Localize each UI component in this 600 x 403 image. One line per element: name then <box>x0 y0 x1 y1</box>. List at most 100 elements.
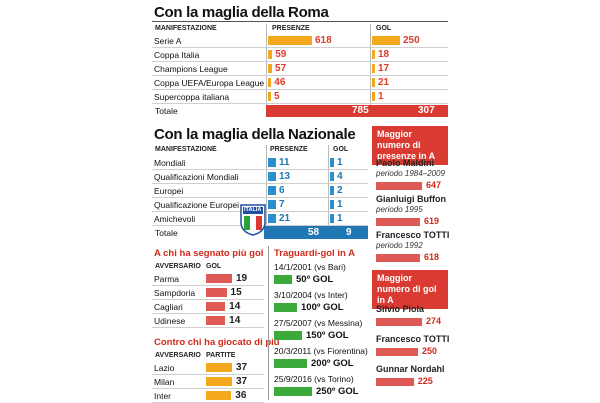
italia-badge-text: ITALIA <box>244 207 262 213</box>
scored-header-opponent: AVVERSARIO <box>155 263 201 270</box>
naz-row-label: Amichevoli <box>154 214 196 224</box>
roma-apps-value: 618 <box>315 35 332 46</box>
most-goals-title: Maggior numero di gol in A <box>372 270 448 309</box>
naz-total-bar <box>264 226 368 239</box>
most-apps-value: 647 <box>426 180 442 190</box>
roma-goals-value: 17 <box>378 63 390 74</box>
naz-col-divider-1 <box>266 145 267 235</box>
naz-goals-value: 1 <box>337 157 343 168</box>
most-goals-bar <box>376 348 418 356</box>
played-row-label: Milan <box>154 377 175 387</box>
milestones-divider <box>268 246 269 400</box>
roma-total-label: Totale <box>155 106 178 116</box>
scored-row-label: Parma <box>154 274 180 284</box>
played-bar <box>206 377 232 386</box>
roma-total-bar <box>266 105 448 117</box>
naz-goals-bar <box>330 158 334 167</box>
naz-goals-bar <box>330 186 334 195</box>
roma-header-apps: PRESENZE <box>272 25 310 32</box>
played-row: Inter 36 <box>152 389 264 403</box>
naz-apps-value: 11 <box>279 157 290 168</box>
most-goals-bar <box>376 378 414 386</box>
roma-row: Supercoppa italiana 5 1 <box>152 90 448 104</box>
scored-row-label: Cagliari <box>154 302 183 312</box>
roma-goals-value: 21 <box>378 77 390 88</box>
naz-row-label: Qualificazione Europei <box>154 200 240 210</box>
scored-value: 15 <box>230 287 242 298</box>
roma-header-event: MANIFESTAZIONE <box>155 25 217 32</box>
roma-row-label: Champions League <box>154 64 228 74</box>
roma-row-label: Coppa Italia <box>154 50 200 60</box>
roma-apps-bar <box>268 36 312 45</box>
naz-goals-bar <box>330 172 334 181</box>
milestone-bar <box>274 359 307 368</box>
naz-apps-value: 13 <box>279 171 291 182</box>
played-row-label: Lazio <box>154 363 175 373</box>
italia-shield-icon <box>240 204 266 236</box>
milestone-bar <box>274 303 297 312</box>
scored-value: 14 <box>229 301 241 312</box>
most-apps-period: periodo 1984–2009 <box>376 169 445 178</box>
played-row: Milan 37 <box>152 375 264 389</box>
roma-col-divider-2 <box>370 24 371 116</box>
roma-row-label: Supercoppa italiana <box>154 92 230 102</box>
naz-header-apps: PRESENZE <box>270 146 308 153</box>
naz-total-goals: 9 <box>346 227 352 238</box>
naz-row: Qualificazioni Mondiali 13 4 <box>152 170 368 184</box>
most-apps-value: 619 <box>424 216 440 226</box>
scored-row: Udinese 14 <box>152 314 264 328</box>
roma-apps-value: 5 <box>274 91 280 102</box>
milestone-goal: 50º GOL <box>296 274 334 285</box>
roma-row: Coppa Italia 59 18 <box>152 48 448 62</box>
naz-row-label: Mondiali <box>154 158 186 168</box>
most-apps-player-name: Paolo Maldini <box>376 158 435 168</box>
played-header-matches: PARTITE <box>206 352 236 359</box>
roma-goals-bar <box>372 36 400 45</box>
played-header-opponent: AVVERSARIO <box>155 352 201 359</box>
most-apps-bar <box>376 254 420 262</box>
nazionale-title: Con la maglia della Nazionale <box>154 126 356 143</box>
milestone-date: 14/1/2001 (vs Bari) <box>274 262 346 272</box>
naz-header-event: MANIFESTAZIONE <box>155 146 217 153</box>
most-apps-period: periodo 1995 <box>376 205 423 214</box>
milestones-title: Traguardi-gol in A <box>274 248 355 259</box>
milestone-date: 20/3/2011 (vs Fiorentina) <box>274 346 368 356</box>
roma-goals-value: 250 <box>403 35 420 46</box>
most-goals-value: 250 <box>421 346 437 356</box>
roma-apps-value: 46 <box>274 77 286 88</box>
naz-goals-bar <box>330 200 334 209</box>
naz-apps-bar <box>268 172 276 181</box>
roma-total-apps: 785 <box>352 105 369 116</box>
most-apps-period: periodo 1992 <box>376 241 423 250</box>
milestone-goal: 200º GOL <box>311 358 354 369</box>
naz-total-apps: 58 <box>308 227 320 238</box>
roma-apps-bar <box>268 50 273 59</box>
roma-goals-bar <box>372 50 375 59</box>
naz-row-label: Qualificazioni Mondiali <box>154 172 239 182</box>
milestone-goal: 100º GOL <box>301 302 344 313</box>
milestone-bar <box>274 387 312 396</box>
most-goals-player-name: Gunnar Nordahl <box>376 364 445 374</box>
roma-apps-bar <box>268 78 272 87</box>
milestone-bar <box>274 275 292 284</box>
naz-goals-bar <box>330 214 334 223</box>
most-apps-bar <box>376 218 420 226</box>
naz-apps-value: 7 <box>279 199 285 210</box>
most-goals-bar <box>376 318 422 326</box>
scored-bar <box>206 274 232 283</box>
scored-row-label: Sampdoria <box>154 288 196 298</box>
naz-row-label: Europei <box>154 186 184 196</box>
most-apps-title: Maggior numero di presenze in A <box>372 126 448 165</box>
scored-title: A chi ha segnato più gol <box>154 248 264 259</box>
played-row: Lazio 37 <box>152 361 264 375</box>
scored-value: 14 <box>229 315 241 326</box>
roma-col-divider-1 <box>266 24 267 116</box>
roma-total-goals: 307 <box>418 105 435 116</box>
milestone-bar <box>274 331 302 340</box>
naz-apps-bar <box>268 158 276 167</box>
naz-apps-bar <box>268 200 276 209</box>
milestone-goal: 150º GOL <box>306 330 349 341</box>
played-bar <box>206 391 232 400</box>
roma-row-label: Serie A <box>154 36 182 46</box>
roma-apps-bar <box>268 92 271 101</box>
